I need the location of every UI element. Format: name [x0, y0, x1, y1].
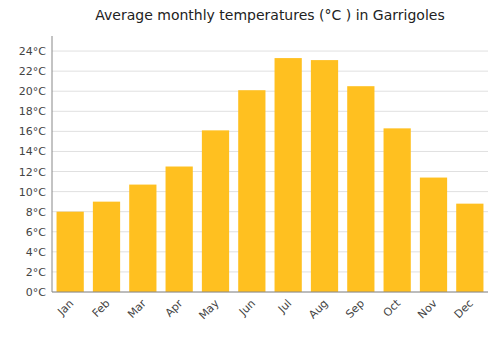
bars [57, 58, 484, 292]
x-tick-label: Mar [125, 297, 149, 321]
grid-line [52, 131, 488, 132]
bar [311, 60, 338, 292]
grid-line [52, 151, 488, 152]
title: Average monthly temperatures (°C ) in Ga… [95, 7, 444, 23]
grid [52, 51, 488, 292]
bar [202, 130, 229, 292]
bar [238, 90, 265, 292]
bar [275, 58, 302, 292]
grid-line [52, 91, 488, 92]
x-tick-label: Jun [236, 297, 258, 319]
x-tick-label: Apr [163, 297, 186, 320]
y-tick-label: 10°C [19, 186, 46, 199]
chart: Average monthly temperatures (°C ) in Ga… [0, 0, 500, 350]
x-tick-label: Sep [343, 297, 367, 321]
y-tick-label: 16°C [19, 125, 46, 138]
x-tick-label: Oct [381, 296, 404, 319]
grid-line [52, 71, 488, 72]
x-tick-label: Jan [54, 297, 76, 319]
x-axis-line [52, 292, 488, 293]
y-tick-label: 22°C [19, 65, 46, 78]
x-tick-label: Nov [415, 297, 440, 322]
y-tick-label: 24°C [19, 45, 46, 58]
x-tick-label: Dec [452, 297, 476, 321]
y-tick-label: 8°C [26, 206, 46, 219]
x-tick-label: Feb [90, 297, 113, 320]
grid-line [52, 171, 488, 172]
y-tick-label: 6°C [26, 226, 46, 239]
y-tick-label: 4°C [26, 246, 46, 259]
x-tick-label: Aug [306, 297, 330, 321]
y-tick-label: 12°C [19, 166, 46, 179]
y-tick-label: 18°C [19, 105, 46, 118]
y-tick-label: 2°C [26, 266, 46, 279]
grid-line [52, 292, 488, 293]
bar [129, 185, 156, 292]
bar [456, 204, 483, 292]
y-tick-label: 14°C [19, 145, 46, 158]
bar [93, 202, 120, 292]
y-axis-line [52, 36, 53, 292]
bar [347, 86, 374, 292]
x-tick-label: Jul [275, 297, 294, 316]
bar [57, 212, 84, 292]
bar [384, 128, 411, 292]
y-tick-label: 0°C [26, 286, 46, 299]
bar [166, 167, 193, 292]
y-tick-label: 20°C [19, 85, 46, 98]
x-tick-label: May [196, 297, 222, 323]
bar [420, 178, 447, 292]
grid-line [52, 51, 488, 52]
grid-line [52, 111, 488, 112]
